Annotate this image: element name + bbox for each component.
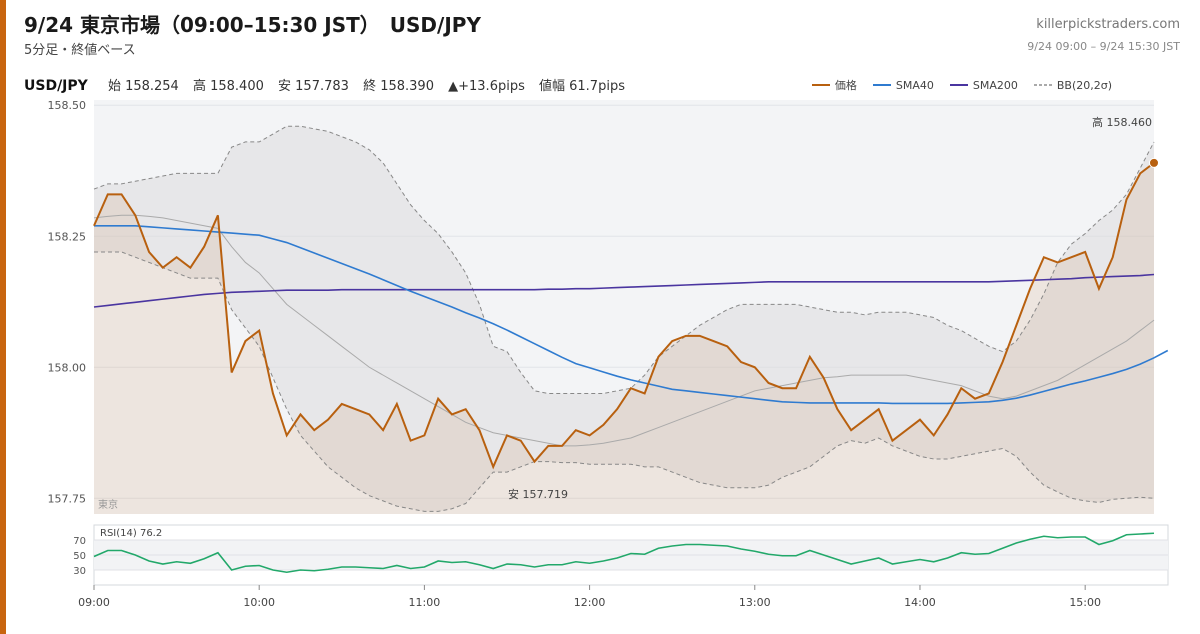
x-tick-label-4: 13:00 xyxy=(739,596,771,609)
stat-close: 終 158.390 xyxy=(363,79,434,94)
page-subtitle: 5分足・終値ベース xyxy=(24,43,136,58)
legend-label-bb: BB(20,2σ) xyxy=(1056,78,1112,92)
stat-width: 値幅 61.7pips xyxy=(539,79,625,94)
page-title: 9/24 東京市場（09:00–15:30 JST） USD/JPY xyxy=(24,13,481,37)
stat-high: 高 158.400 xyxy=(192,79,264,94)
legend-label-sma200: SMA200 xyxy=(972,78,1018,92)
last-price-dot xyxy=(1149,157,1159,168)
legend-item-sma40[interactable]: SMA40 xyxy=(872,78,934,92)
x-tick-label-5: 14:00 xyxy=(904,596,936,609)
legend-swatch-price xyxy=(811,84,830,86)
y-tick-label-1: 158.25 xyxy=(48,230,87,243)
legend-label-price: 価格 xyxy=(834,79,857,92)
legend-swatch-sma40 xyxy=(872,84,891,86)
site-link[interactable]: killerpickstraders.com xyxy=(1036,17,1180,32)
legend: 価格 SMA40 SMA200 BB(20,2σ) xyxy=(811,77,1112,93)
legend-item-sma200[interactable]: SMA200 xyxy=(949,78,1018,92)
y-tick-label-3: 157.75 xyxy=(48,492,87,505)
rsi-tick-label-2: 30 xyxy=(73,566,86,577)
rsi-label: RSI(14) 76.2 xyxy=(100,528,162,539)
x-tick-label-6: 15:00 xyxy=(1069,596,1101,609)
y-tick-label-2: 158.00 xyxy=(48,361,87,374)
price-area-fill xyxy=(94,162,1154,514)
legend-item-bb[interactable]: BB(20,2σ) xyxy=(1033,78,1112,92)
x-tick-label-0: 09:00 xyxy=(78,596,110,609)
price-line xyxy=(93,162,1155,470)
bb-lower-line xyxy=(94,251,1155,512)
sma40-line xyxy=(94,224,1169,405)
rsi-line xyxy=(93,532,1155,574)
sma200-line xyxy=(93,273,1155,308)
legend-label-sma40: SMA40 xyxy=(895,78,934,92)
legend-swatch-bb xyxy=(1033,84,1052,86)
accent-bar xyxy=(0,0,6,634)
stat-low: 安 157.783 xyxy=(278,79,349,94)
bb-upper-line xyxy=(93,125,1155,394)
pair-label: USD/JPY xyxy=(24,78,88,94)
y-tick-label-0: 158.50 xyxy=(48,99,87,112)
bb-mid-line xyxy=(93,214,1155,447)
rsi-tick-label-0: 70 xyxy=(73,536,86,547)
bb-band-fill xyxy=(94,126,1154,512)
x-tick-label-2: 11:00 xyxy=(409,596,441,609)
low-annotation: 安 157.719 xyxy=(508,487,568,501)
stats-bar: USD/JPY 始 158.254 高 158.400 安 157.783 終 … xyxy=(24,75,635,94)
time-range: 9/24 09:00 – 9/24 15:30 JST xyxy=(1027,40,1180,53)
x-tick-label-1: 10:00 xyxy=(243,596,275,609)
rsi-tick-label-1: 50 xyxy=(73,551,86,562)
session-label: 東京 xyxy=(98,498,118,511)
x-tick-label-3: 12:00 xyxy=(574,596,606,609)
legend-swatch-sma200 xyxy=(949,84,968,86)
stat-change: ▲+13.6pips xyxy=(448,79,525,94)
high-annotation: 高 158.460 xyxy=(1092,115,1152,129)
stat-open: 始 158.254 xyxy=(107,79,179,94)
legend-item-price[interactable]: 価格 xyxy=(811,77,857,93)
